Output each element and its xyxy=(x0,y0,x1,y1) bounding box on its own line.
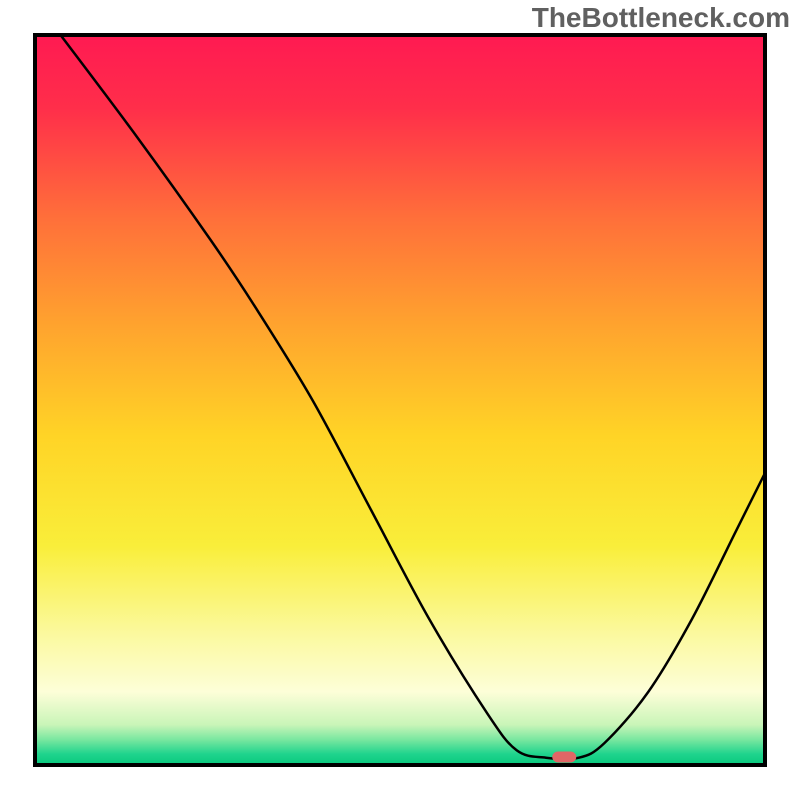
watermark-text: TheBottleneck.com xyxy=(532,2,790,34)
gradient-line-chart xyxy=(0,0,800,800)
plot-background xyxy=(35,35,765,765)
optimal-marker xyxy=(552,752,576,763)
chart-container: TheBottleneck.com xyxy=(0,0,800,800)
